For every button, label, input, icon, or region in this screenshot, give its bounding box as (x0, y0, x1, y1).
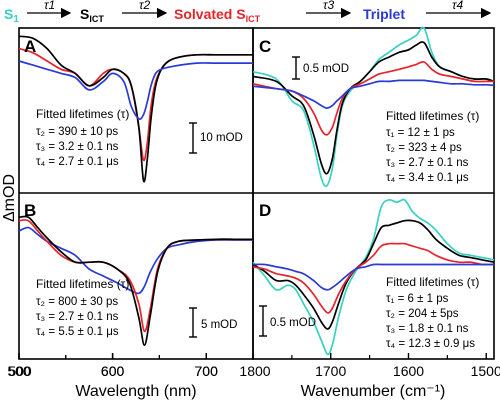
panel-d-fit-line-3: τ₃ = 1.8 ± 0.1 ns (386, 323, 469, 335)
panel-b-curves (18, 215, 253, 347)
panel-a-fit-line-3: τ₄ = 2.7 ± 0.1 μs (36, 156, 119, 168)
panel-b-fit-line-1: τ₂ = 800 ± 30 ps (36, 296, 118, 308)
panel-letter-a: A (24, 37, 36, 56)
panel-c-black-trace (252, 41, 495, 175)
panel-c-curves (252, 26, 495, 188)
panel-a-scale-label: 10 mOD (200, 132, 243, 144)
panel-a-scale-bar (189, 122, 197, 154)
panel-letter-d: D (259, 201, 271, 220)
scheme-tau-2: τ2 (139, 0, 150, 12)
panel-letter-b: B (24, 201, 36, 220)
state-label-s1: S1 (4, 6, 19, 25)
panel-b-scale-label: 5 mOD (201, 319, 237, 331)
panel-b-black-trace (18, 215, 253, 347)
panel-d-fit-title: Fitted lifetimes (τ) (386, 275, 479, 289)
panel-a-fit-title: Fitted lifetimes (τ) (36, 107, 129, 121)
panel-a-fit-line-2: τ₃ = 3.2 ± 0.1 ns (36, 141, 119, 153)
panel-d-red-trace (252, 242, 495, 314)
scheme-tau-1: τ1 (44, 0, 55, 12)
panel-b-fit-line-3: τ₄ = 5.5 ± 0.1 μs (36, 326, 119, 338)
panel-d-cyan-trace (252, 198, 495, 356)
panel-b-fit-title: Fitted lifetimes (τ) (36, 277, 129, 291)
right-x-tick-label-1700: 1700 (315, 363, 346, 379)
panel-c-fit-line-1: τ₁ = 12 ± 1 ps (386, 127, 455, 139)
panel-d-fit-line-2: τ₂ = 204 ± 5ps (386, 308, 459, 320)
state-label-triplet: Triplet (363, 6, 405, 22)
kinetic-scheme: S1 τ1 SICT τ2 Solvated SICT τ3 Triplet τ… (4, 0, 492, 25)
panel-a-blue-trace (18, 60, 253, 120)
right-x-tick-label-600: 600 (101, 363, 125, 379)
panel-b-scale-bar (189, 307, 197, 338)
x-axis-label-right: Wavenumber (cm⁻¹) (301, 383, 446, 400)
panel-c-blue-trace (252, 79, 495, 109)
state-label-solvated-sict: Solvated SICT (174, 6, 261, 24)
right-x-tick-label-1500: 1500 (471, 363, 500, 379)
panel-c-fit-line-2: τ₂ = 323 ± 4 ps (386, 142, 462, 154)
panel-c-fit-title: Fitted lifetimes (τ) (386, 109, 479, 123)
x-axis-label-left: Wavelength (nm) (75, 383, 196, 400)
scheme-tau-4: τ4 (452, 0, 463, 12)
panel-c-fit-line-3: τ₃ = 2.7 ± 0.1 ns (386, 157, 469, 169)
right-x-tick-label-1800: 1800 (239, 363, 270, 379)
panel-d-fit-line-4: τ₄ = 12.3 ± 0.9 μs (386, 338, 475, 350)
y-axis-label: ΔmOD (1, 174, 18, 222)
panel-a-black-trace (18, 35, 253, 183)
left-x-tick-label-700: 700 (195, 363, 219, 379)
left-x-tick-label-600: 600 (101, 363, 125, 379)
scheme-tau-3: τ3 (323, 0, 334, 12)
panel-b-fit-line-2: τ₃ = 2.7 ± 0.1 ns (36, 311, 119, 323)
panel-d-black-trace (252, 219, 495, 330)
panel-c-scale-bar (292, 56, 300, 80)
panel-c-scale-label: 0.5 mOD (303, 63, 349, 75)
panel-c-red-trace (252, 60, 494, 136)
right-x-tick-label-1600: 1600 (393, 363, 424, 379)
panel-a-curves (18, 35, 253, 183)
panel-d-curves (252, 198, 495, 356)
panel-a-fit-line-1: τ₂ = 390 ± 10 ps (36, 126, 118, 138)
right-x-tick-label-700: 700 (195, 363, 219, 379)
panel-d-scale-label: 0.5 mOD (270, 317, 316, 329)
left-x-tick-label-500: 500 (8, 363, 32, 379)
state-label-sict: SICT (80, 6, 104, 24)
panel-letter-c: C (259, 37, 271, 56)
panel-d-fit-line-1: τ₁ = 6 ± 1 ps (386, 293, 449, 305)
panel-c-fit-line-4: τ₄ = 3.4 ± 0.1 μs (386, 172, 469, 184)
right-x-tick-label-500: 500 (7, 363, 31, 379)
panel-d-blue-trace (252, 263, 494, 291)
panel-d-scale-bar (259, 305, 267, 337)
